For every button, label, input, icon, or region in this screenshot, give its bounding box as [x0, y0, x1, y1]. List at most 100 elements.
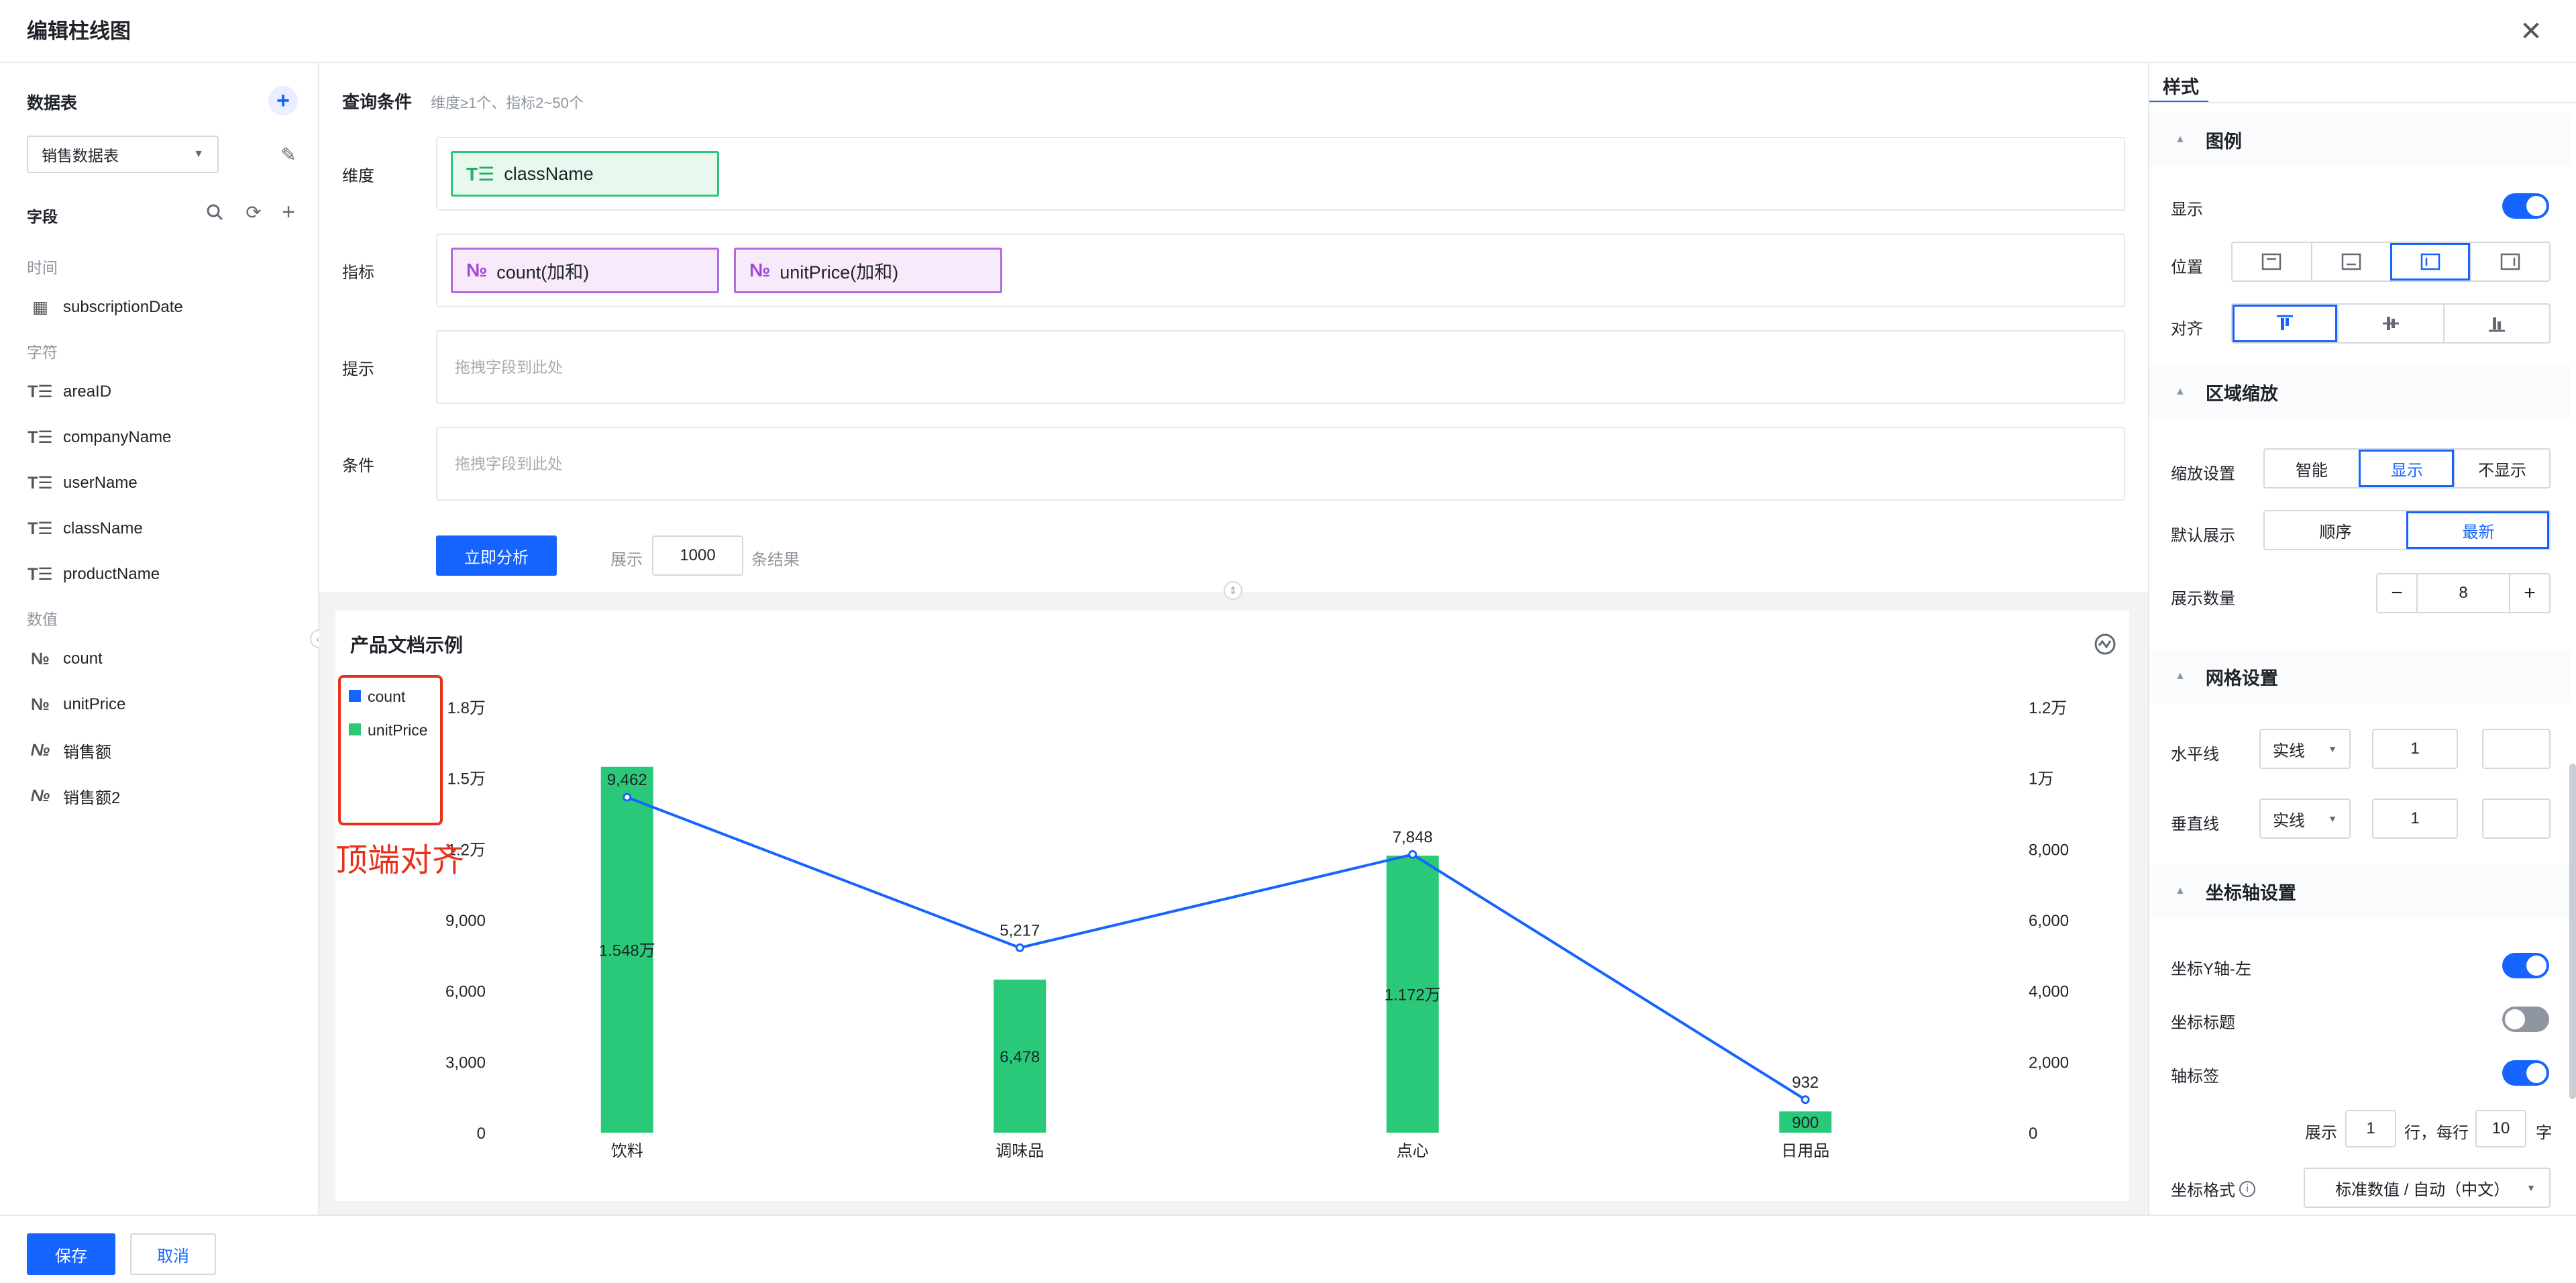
field-item[interactable]: T☰ areaID: [27, 378, 111, 405]
save-button[interactable]: 保存: [27, 1233, 115, 1275]
field-item[interactable]: № count: [27, 646, 103, 672]
cancel-button[interactable]: 取消: [130, 1233, 216, 1275]
hline-type-select[interactable]: 实线 ▼: [2259, 729, 2351, 769]
hline-label: 水平线: [2171, 746, 2219, 764]
zoom-option-smart[interactable]: 智能: [2296, 461, 2328, 480]
field-item[interactable]: T☰ productName: [27, 561, 160, 588]
axis-tick-toggle[interactable]: [2502, 1060, 2549, 1086]
filter-label: 条件: [342, 457, 374, 475]
line-point: [623, 792, 632, 802]
field-item[interactable]: ▦ subscriptionDate: [27, 294, 183, 321]
position-right-icon[interactable]: [2469, 243, 2550, 280]
search-icon[interactable]: [201, 199, 228, 225]
dimension-pill[interactable]: T☰ className: [451, 151, 719, 197]
refresh-icon[interactable]: ⟳: [246, 201, 262, 223]
field-item[interactable]: T☰ userName: [27, 470, 138, 497]
format-select[interactable]: 标准数值 / 自动（中文） ▼: [2304, 1168, 2551, 1208]
bar: [600, 766, 653, 1133]
field-item[interactable]: № unitPrice: [27, 691, 125, 718]
position-bottom-icon[interactable]: [2310, 243, 2391, 280]
vline-type-select[interactable]: 实线 ▼: [2259, 799, 2351, 839]
align-middle-icon[interactable]: [2337, 305, 2443, 342]
info-icon[interactable]: i: [2239, 1180, 2255, 1197]
vline-width-input[interactable]: 1: [2372, 799, 2458, 839]
zoom-section-title: 区域缩放: [2205, 383, 2278, 404]
field-item[interactable]: T☰ companyName: [27, 424, 171, 451]
tooltip-label: 提示: [342, 360, 374, 378]
tab-style[interactable]: 样式: [2163, 77, 2199, 97]
chevron-down-icon: ▼: [2526, 1182, 2536, 1193]
dimension-dropzone[interactable]: T☰ className: [436, 137, 2125, 211]
annotation-box: [338, 675, 443, 825]
dimension-label: 维度: [342, 167, 374, 185]
y-right-tick-label: 0: [2029, 1125, 2037, 1143]
chevron-down-icon: ▼: [193, 148, 204, 160]
chart-type-icon[interactable]: [2092, 631, 2118, 658]
metric-pill-count[interactable]: № count(加和): [451, 248, 719, 293]
show-count-value[interactable]: 8: [2459, 584, 2468, 602]
number-field-icon: №: [31, 649, 50, 668]
legend-section-header[interactable]: ▲ 图例: [2149, 113, 2571, 166]
number-field-icon: №: [31, 695, 50, 714]
close-icon[interactable]: ✕: [2520, 17, 2542, 46]
field-item[interactable]: T☰ className: [27, 515, 143, 542]
calc-number-field-icon: №: [30, 740, 50, 760]
analyze-button[interactable]: 立即分析: [436, 535, 557, 576]
bar-data-label: 6,478: [1000, 1048, 1040, 1066]
tooltip-placeholder: 拖拽字段到此处: [455, 358, 563, 376]
hline-color-input[interactable]: [2482, 729, 2551, 769]
metric-pill-unitprice[interactable]: № unitPrice(加和): [734, 248, 1002, 293]
add-field-icon[interactable]: +: [282, 199, 295, 225]
position-left-icon[interactable]: [2390, 243, 2470, 280]
align-bottom-icon[interactable]: [2443, 305, 2549, 342]
bar: [1779, 1111, 1832, 1133]
hline-width-input[interactable]: 1: [2372, 729, 2458, 769]
text-field-icon: T☰: [28, 474, 53, 493]
axis-section-title: 坐标轴设置: [2205, 882, 2296, 903]
y-right-tick-label: 4,000: [2029, 983, 2069, 1001]
minus-icon[interactable]: −: [2377, 574, 2418, 612]
add-datatable-icon[interactable]: +: [268, 86, 298, 115]
zoom-section-header[interactable]: ▲ 区域缩放: [2149, 365, 2571, 419]
scrollbar[interactable]: [2569, 764, 2576, 1099]
field-item-label: userName: [63, 474, 138, 492]
metric-dropzone[interactable]: № count(加和) № unitPrice(加和): [436, 234, 2125, 307]
number-field-icon: №: [466, 260, 488, 280]
position-top-icon[interactable]: [2233, 243, 2311, 280]
vline-label: 垂直线: [2171, 815, 2219, 833]
rows-input[interactable]: 1: [2345, 1110, 2396, 1147]
chars-input[interactable]: 10: [2475, 1110, 2526, 1147]
tooltip-dropzone[interactable]: 拖拽字段到此处: [436, 330, 2125, 404]
show-count-stepper: − 8 +: [2376, 573, 2551, 613]
axis-title-toggle[interactable]: [2502, 1007, 2549, 1032]
align-top-icon[interactable]: [2233, 305, 2337, 342]
chars-suffix: 字: [2536, 1124, 2552, 1142]
default-show-sequence[interactable]: 顺序: [2319, 523, 2352, 542]
default-show-latest[interactable]: 最新: [2406, 511, 2549, 549]
vline-color-input[interactable]: [2482, 799, 2551, 839]
field-item-label: unitPrice: [63, 695, 126, 713]
edit-icon[interactable]: ✎: [280, 144, 297, 165]
zoom-option-show[interactable]: 显示: [2359, 450, 2454, 487]
limit-input[interactable]: 1000: [652, 535, 743, 576]
grid-section-title: 网格设置: [2205, 668, 2278, 688]
grid-section-header[interactable]: ▲ 网格设置: [2149, 650, 2571, 703]
number-field-icon: №: [749, 260, 771, 280]
y-left-tick-label: 1.8万: [447, 699, 486, 717]
text-field-icon: T☰: [28, 565, 53, 584]
y-left-axis-toggle[interactable]: [2502, 953, 2549, 978]
field-item[interactable]: № 销售额2: [27, 782, 121, 809]
resize-handle-icon[interactable]: ⇕: [1224, 581, 1242, 600]
plus-icon[interactable]: +: [2509, 574, 2549, 612]
legend-show-toggle[interactable]: [2502, 193, 2549, 219]
filter-dropzone[interactable]: 拖拽字段到此处: [436, 427, 2125, 501]
line-point: [1408, 850, 1417, 859]
axis-section-header[interactable]: ▲ 坐标轴设置: [2149, 864, 2571, 918]
field-item[interactable]: № 销售额: [27, 737, 111, 764]
metric-pill-label: unitPrice(加和): [780, 262, 899, 283]
datatable-select[interactable]: 销售数据表 ▼: [27, 136, 219, 173]
zoom-option-hide[interactable]: 不显示: [2454, 450, 2549, 487]
format-label-text: 坐标格式: [2171, 1182, 2235, 1200]
query-title: 查询条件: [342, 92, 413, 112]
y-right-tick-label: 1万: [2029, 770, 2053, 788]
